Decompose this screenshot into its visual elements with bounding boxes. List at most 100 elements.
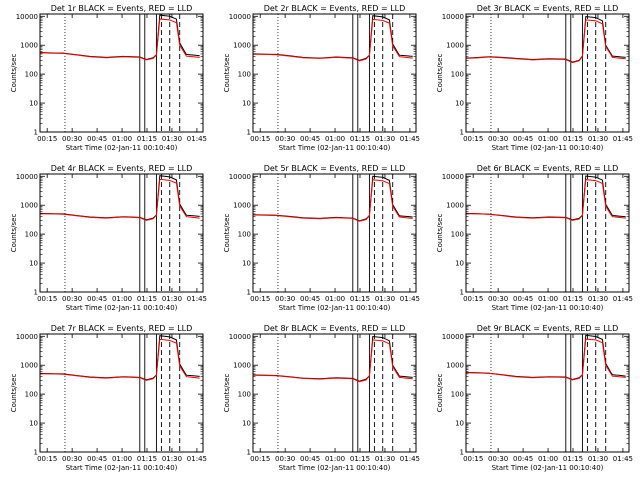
y-tick-label: 1 bbox=[460, 129, 464, 137]
x-tick-label: 00:15 bbox=[463, 135, 483, 143]
y-tick-label: 1 bbox=[247, 129, 251, 137]
x-tick-label: 00:30 bbox=[275, 135, 295, 143]
y-axis-label: Counts/sec bbox=[10, 54, 18, 93]
x-tick-label: 00:30 bbox=[488, 455, 508, 463]
y-tick-label: 10 bbox=[29, 260, 38, 268]
panel-det-1: 1 10 100 1000 10000 00:15 00:30 00:45 01:00 01:15… bbox=[10, 4, 207, 152]
y-tick-label: 1 bbox=[460, 289, 464, 297]
y-tick-label: 1000 bbox=[446, 202, 464, 210]
panel-title: Det 3r BLACK = Events, RED = LLD bbox=[477, 4, 619, 13]
x-tick-label: 01:45 bbox=[187, 295, 207, 303]
y-tick-label: 1000 bbox=[446, 42, 464, 50]
x-tick-label: 00:45 bbox=[513, 295, 533, 303]
panel-det-5: 1 10 100 1000 10000 00:15 00:30 00:45 01:00 01:15… bbox=[223, 164, 420, 312]
x-tick-label: 01:00 bbox=[112, 455, 132, 463]
y-axis-label: Counts/sec bbox=[223, 54, 231, 93]
lld-line bbox=[465, 338, 626, 381]
y-tick-label: 10 bbox=[455, 420, 464, 428]
x-tick-label: 01:00 bbox=[538, 295, 558, 303]
y-tick-label: 10000 bbox=[16, 333, 38, 341]
panel-title: Det 4r BLACK = Events, RED = LLD bbox=[51, 164, 193, 173]
panel-det-8: 1 10 100 1000 10000 00:15 00:30 00:45 01:00 01:15… bbox=[223, 324, 420, 472]
x-tick-label: 00:30 bbox=[275, 455, 295, 463]
events-line bbox=[39, 14, 200, 61]
panel-det-3: 1 10 100 1000 10000 00:15 00:30 00:45 01:00 01:15… bbox=[436, 4, 633, 152]
panel-title: Det 5r BLACK = Events, RED = LLD bbox=[264, 164, 406, 173]
x-axis-label: Start Time (02-Jan-11 00:10:40) bbox=[279, 304, 391, 312]
x-tick-label: 01:30 bbox=[588, 455, 608, 463]
y-tick-label: 1 bbox=[34, 129, 38, 137]
x-tick-label: 01:15 bbox=[350, 135, 370, 143]
y-tick-label: 100 bbox=[451, 231, 464, 239]
x-tick-label: 01:30 bbox=[375, 135, 395, 143]
plot-frame bbox=[252, 173, 417, 293]
plot-frame bbox=[465, 173, 630, 293]
x-tick-label: 00:45 bbox=[87, 455, 107, 463]
x-tick-label: 01:45 bbox=[613, 455, 633, 463]
y-tick-label: 100 bbox=[25, 391, 38, 399]
y-tick-label: 10000 bbox=[442, 333, 464, 341]
x-tick-label: 01:15 bbox=[350, 455, 370, 463]
x-tick-label: 01:00 bbox=[112, 295, 132, 303]
y-axis-label: Counts/sec bbox=[223, 214, 231, 253]
y-tick-label: 100 bbox=[25, 231, 38, 239]
panel-det-2: 1 10 100 1000 10000 00:15 00:30 00:45 01:00 01:15… bbox=[223, 4, 420, 152]
panel-title: Det 9r BLACK = Events, RED = LLD bbox=[477, 324, 619, 333]
y-tick-label: 10 bbox=[242, 100, 251, 108]
y-tick-label: 10 bbox=[455, 260, 464, 268]
x-tick-label: 00:15 bbox=[37, 295, 57, 303]
x-tick-label: 01:45 bbox=[187, 455, 207, 463]
x-tick-label: 00:30 bbox=[275, 295, 295, 303]
x-tick-label: 01:30 bbox=[375, 295, 395, 303]
x-tick-label: 01:45 bbox=[400, 135, 420, 143]
panel-title: Det 6r BLACK = Events, RED = LLD bbox=[477, 164, 619, 173]
lld-line bbox=[252, 339, 413, 383]
y-tick-label: 100 bbox=[238, 391, 251, 399]
x-axis-label: Start Time (02-Jan-11 00:10:40) bbox=[492, 464, 604, 472]
lld-line bbox=[252, 18, 413, 62]
lld-line bbox=[39, 18, 200, 61]
x-tick-label: 00:15 bbox=[37, 135, 57, 143]
x-tick-label: 00:45 bbox=[87, 295, 107, 303]
y-axis-label: Counts/sec bbox=[436, 214, 444, 253]
x-tick-label: 00:45 bbox=[513, 455, 533, 463]
y-tick-label: 100 bbox=[238, 71, 251, 79]
y-tick-label: 10000 bbox=[442, 173, 464, 181]
x-tick-label: 01:00 bbox=[325, 455, 345, 463]
y-tick-label: 100 bbox=[238, 231, 251, 239]
y-tick-label: 1 bbox=[247, 449, 251, 457]
y-tick-label: 10000 bbox=[16, 13, 38, 21]
x-tick-label: 01:00 bbox=[325, 135, 345, 143]
x-tick-label: 01:30 bbox=[375, 455, 395, 463]
panel-det-6: 1 10 100 1000 10000 00:15 00:30 00:45 01:00 01:15… bbox=[436, 164, 633, 312]
x-tick-label: 01:15 bbox=[563, 295, 583, 303]
x-axis-label: Start Time (02-Jan-11 00:10:40) bbox=[492, 144, 604, 152]
x-tick-label: 01:15 bbox=[563, 455, 583, 463]
y-tick-label: 10000 bbox=[16, 173, 38, 181]
x-tick-label: 01:15 bbox=[137, 295, 157, 303]
y-tick-label: 1000 bbox=[233, 362, 251, 370]
panel-title: Det 1r BLACK = Events, RED = LLD bbox=[51, 4, 193, 13]
y-tick-label: 1000 bbox=[233, 202, 251, 210]
x-tick-label: 00:30 bbox=[62, 295, 82, 303]
x-tick-label: 00:30 bbox=[62, 455, 82, 463]
lld-line bbox=[252, 179, 413, 222]
x-tick-label: 01:00 bbox=[112, 135, 132, 143]
x-tick-label: 01:30 bbox=[588, 295, 608, 303]
plot-frame bbox=[39, 13, 204, 133]
x-tick-label: 00:45 bbox=[513, 135, 533, 143]
y-tick-label: 10 bbox=[242, 420, 251, 428]
x-tick-label: 01:30 bbox=[162, 455, 182, 463]
y-axis-label: Counts/sec bbox=[10, 374, 18, 413]
x-tick-label: 01:45 bbox=[400, 295, 420, 303]
plot-frame bbox=[252, 333, 417, 453]
x-tick-label: 01:00 bbox=[538, 455, 558, 463]
panel-title: Det 8r BLACK = Events, RED = LLD bbox=[264, 324, 406, 333]
x-tick-label: 01:15 bbox=[563, 135, 583, 143]
x-tick-label: 00:30 bbox=[488, 135, 508, 143]
x-axis-label: Start Time (02-Jan-11 00:10:40) bbox=[279, 464, 391, 472]
x-tick-label: 01:15 bbox=[137, 135, 157, 143]
y-tick-label: 10000 bbox=[229, 333, 251, 341]
y-tick-label: 100 bbox=[451, 391, 464, 399]
